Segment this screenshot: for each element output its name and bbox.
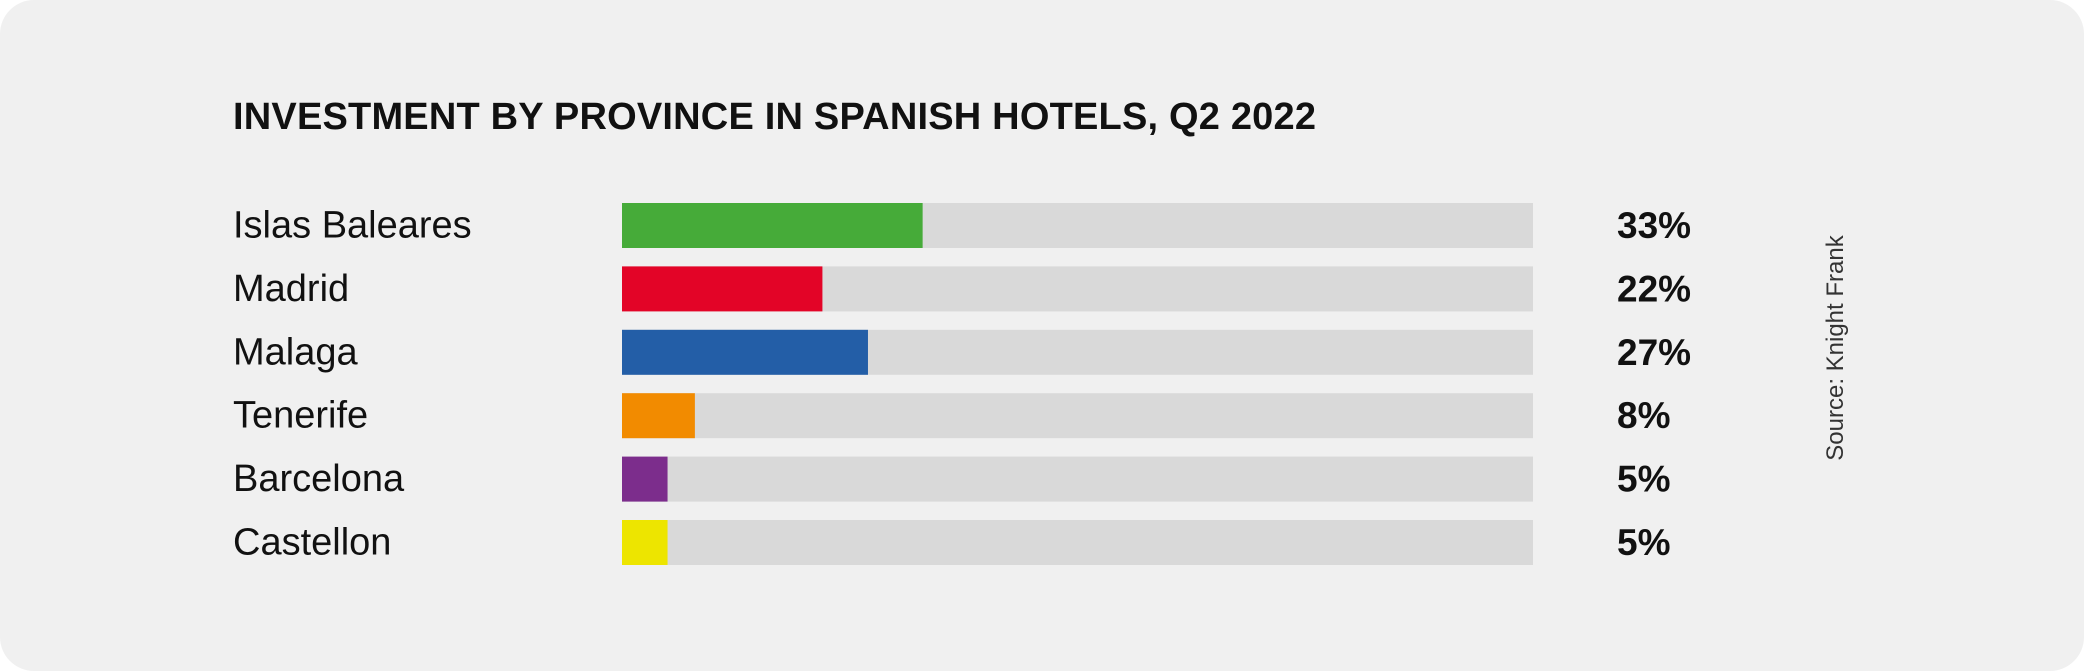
bar-track-tenerife <box>622 393 1533 439</box>
category-label-islas-baleares: Islas Baleares <box>233 205 472 247</box>
bar-tenerife <box>622 393 695 439</box>
bar-islas-baleares <box>622 203 923 248</box>
category-label-barcelona: Barcelona <box>233 458 405 500</box>
value-label-barcelona: 5% <box>1617 459 1670 500</box>
value-label-islas-baleares: 33% <box>1617 205 1691 246</box>
value-label-malaga: 27% <box>1617 332 1691 373</box>
value-label-madrid: 22% <box>1617 268 1691 309</box>
bar-malaga <box>622 329 868 375</box>
category-label-castellon: Castellon <box>233 522 391 564</box>
value-label-tenerife: 8% <box>1617 395 1670 436</box>
bar-track-castellon <box>622 520 1533 565</box>
bar-castellon <box>622 520 668 565</box>
value-label-castellon: 5% <box>1617 522 1670 563</box>
category-label-tenerife: Tenerife <box>233 395 368 437</box>
category-label-madrid: Madrid <box>233 268 349 310</box>
source-label: Source: Knight Frank <box>1822 235 1849 461</box>
bar-barcelona <box>622 456 668 502</box>
category-label-malaga: Malaga <box>233 331 358 373</box>
chart-title: INVESTMENT BY PROVINCE IN SPANISH HOTELS… <box>233 96 1317 138</box>
bar-track-barcelona <box>622 456 1533 502</box>
bar-madrid <box>622 266 823 312</box>
